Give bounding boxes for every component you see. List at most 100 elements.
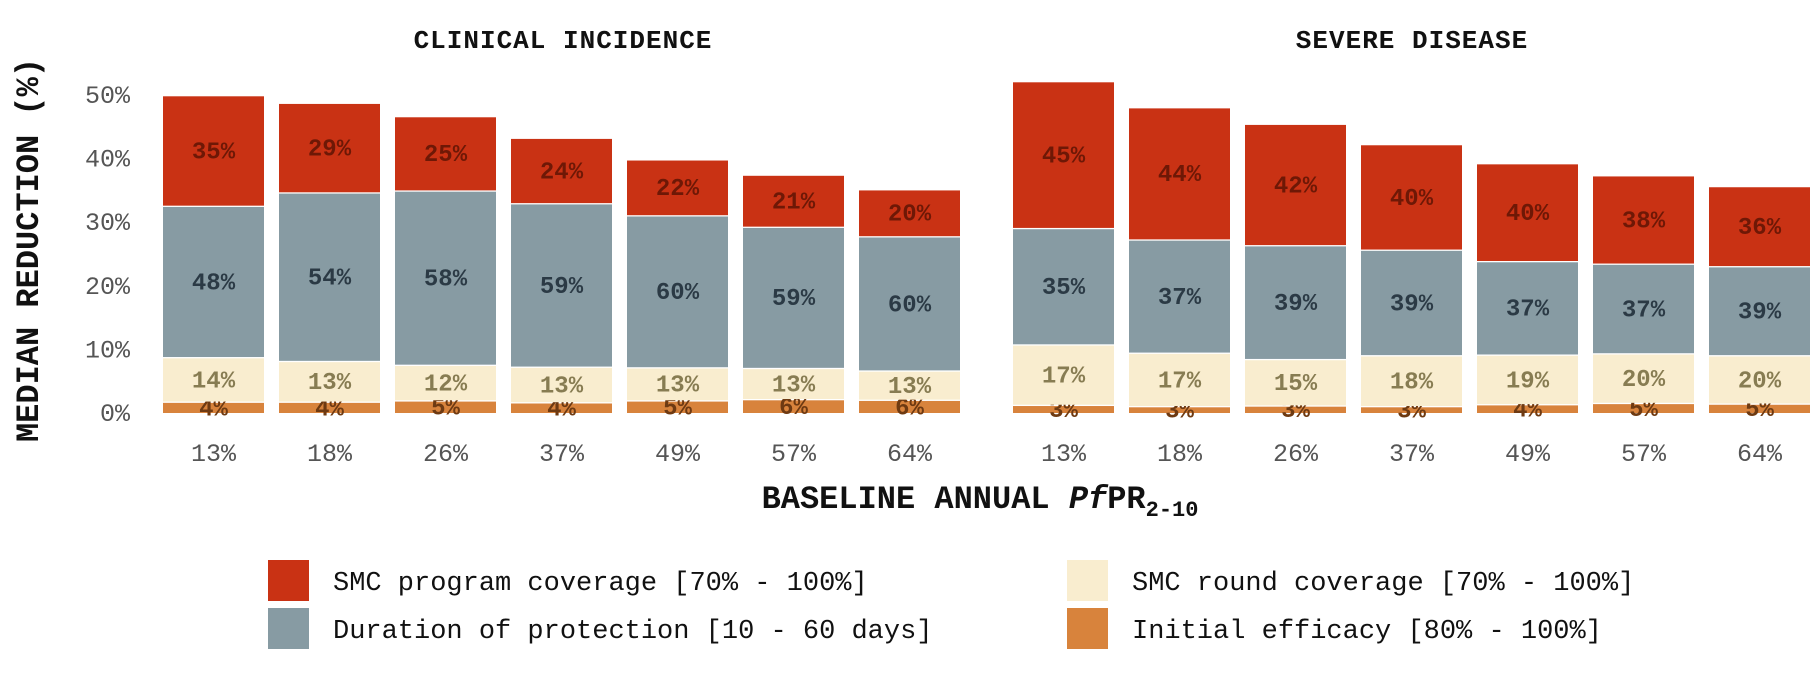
x-tick-label: 49%	[1505, 440, 1551, 469]
segment-label: 40%	[1506, 201, 1550, 228]
stacked-bar: 3%17%37%44%	[1129, 108, 1230, 426]
segment-label: 39%	[1738, 300, 1782, 327]
bar-segment	[1013, 82, 1114, 228]
bar-segment	[1245, 406, 1346, 413]
panel: CLINICAL INCIDENCE4%14%48%35%13%4%13%54%…	[163, 26, 960, 469]
bar-segment	[279, 103, 380, 193]
bar-segment	[1709, 356, 1810, 404]
x-tick-label: 18%	[307, 440, 353, 469]
bar-segment	[859, 371, 960, 400]
y-tick-label: 0%	[100, 400, 131, 429]
segment-label: 60%	[888, 292, 932, 319]
bar-segment	[859, 237, 960, 371]
segment-label: 44%	[1158, 162, 1202, 189]
x-tick-label: 37%	[1389, 440, 1435, 469]
segment-label: 13%	[888, 374, 932, 401]
segment-label: 36%	[1738, 215, 1782, 242]
x-tick-label: 37%	[539, 440, 585, 469]
x-tick-label: 57%	[771, 440, 817, 469]
bar-segment	[1477, 262, 1578, 355]
bar-segment	[1129, 353, 1230, 407]
legend-swatch	[1067, 560, 1108, 601]
bar-segment	[1361, 250, 1462, 356]
legend-swatch	[1067, 608, 1108, 649]
segment-label: 18%	[1390, 370, 1434, 397]
segment-label: 17%	[1158, 368, 1202, 395]
segment-label: 40%	[1390, 186, 1434, 213]
segment-label: 12%	[424, 371, 468, 398]
stacked-bar: 6%13% 60% 20%	[859, 190, 960, 422]
bar-segment	[1593, 176, 1694, 264]
segment-label: 59%	[540, 274, 584, 301]
bar-segment	[1361, 407, 1462, 413]
stacked-bar: 3%15%39%42%	[1245, 124, 1346, 425]
bar-segment	[511, 204, 612, 367]
bar-segment	[1245, 246, 1346, 359]
segment-label: 20%	[888, 202, 932, 229]
stacked-bar: 4%13%54%29%	[279, 103, 380, 423]
bar-segment	[1593, 264, 1694, 354]
bar-segment	[1013, 406, 1114, 413]
segment-label: 13%	[308, 370, 352, 397]
bar-segment	[1709, 404, 1810, 413]
bar-segment	[1477, 164, 1578, 261]
x-tick-label: 26%	[423, 440, 469, 469]
bar-segment	[279, 402, 380, 413]
segment-label: 38%	[1622, 208, 1666, 235]
legend-item: Initial efficacy [80% - 100%]	[1067, 608, 1602, 649]
y-tick-label: 40%	[85, 146, 131, 175]
bar-segment	[1361, 145, 1462, 250]
legend-label: SMC round coverage [70% - 100%]	[1132, 569, 1634, 599]
bar-segment	[1593, 354, 1694, 403]
segment-label: 6%	[779, 395, 808, 422]
x-tick-label: 64%	[887, 440, 933, 469]
segment-label: 58%	[424, 267, 468, 294]
legend-swatch	[268, 608, 309, 649]
y-tick-label: 10%	[85, 336, 131, 365]
stacked-bar: 5%13%60%22%	[627, 160, 728, 423]
bar-segment	[1477, 355, 1578, 405]
segment-label: 60%	[656, 280, 700, 307]
bar-segment	[511, 403, 612, 413]
bar-segment	[163, 402, 264, 413]
bar-segment	[395, 401, 496, 413]
bar-segment	[395, 191, 496, 365]
stacked-bar: 3%17%35%45%	[1013, 82, 1114, 425]
segment-label: 22%	[656, 176, 700, 203]
segment-label: 54%	[308, 266, 352, 293]
bar-segment	[1593, 404, 1694, 413]
segment-label: 20%	[1738, 368, 1782, 395]
segment-label: 37%	[1158, 285, 1202, 312]
bar-segment	[743, 369, 844, 400]
x-tick-label: 13%	[191, 440, 237, 469]
stacked-bar: 4%19%37%40%	[1477, 164, 1578, 425]
bar-segment	[1709, 267, 1810, 356]
bar-segment	[859, 190, 960, 237]
bar-segment	[511, 138, 612, 204]
bar-segment	[1013, 229, 1114, 345]
stacked-bar: 5%20%39%36%	[1709, 187, 1810, 424]
panel-title: CLINICAL INCIDENCE	[414, 26, 713, 56]
y-axis-ticks: 0% 10% 20% 30% 40% 50%	[85, 82, 131, 429]
segment-label: 29%	[308, 136, 352, 163]
segment-label: 45%	[1042, 143, 1086, 170]
segment-label: 14%	[192, 368, 236, 395]
bar-segment	[627, 401, 728, 413]
legend-swatch	[268, 560, 309, 601]
panel: SEVERE DISEASE3%17%35%45%13%3%17%37%44%1…	[1013, 26, 1810, 469]
y-tick-label: 20%	[85, 273, 131, 302]
legend-label: SMC program coverage [70% - 100%]	[333, 569, 868, 599]
bar-segment	[859, 400, 960, 413]
panel-title: SEVERE DISEASE	[1296, 26, 1528, 56]
legend: SMC program coverage [70% - 100%] SMC rou…	[268, 560, 1634, 649]
x-axis-title: BASELINE ANNUAL PfPR2-10	[762, 481, 1199, 523]
x-tick-label: 13%	[1041, 440, 1087, 469]
legend-item: Duration of protection [10 - 60 days]	[268, 608, 933, 649]
stacked-bar: 4%13%59%24%	[511, 138, 612, 424]
x-tick-label: 18%	[1157, 440, 1203, 469]
bar-segment	[395, 365, 496, 401]
bar-segment	[163, 358, 264, 402]
segment-label: 13%	[540, 373, 584, 400]
bar-segment	[627, 216, 728, 368]
bar-segment	[743, 227, 844, 368]
